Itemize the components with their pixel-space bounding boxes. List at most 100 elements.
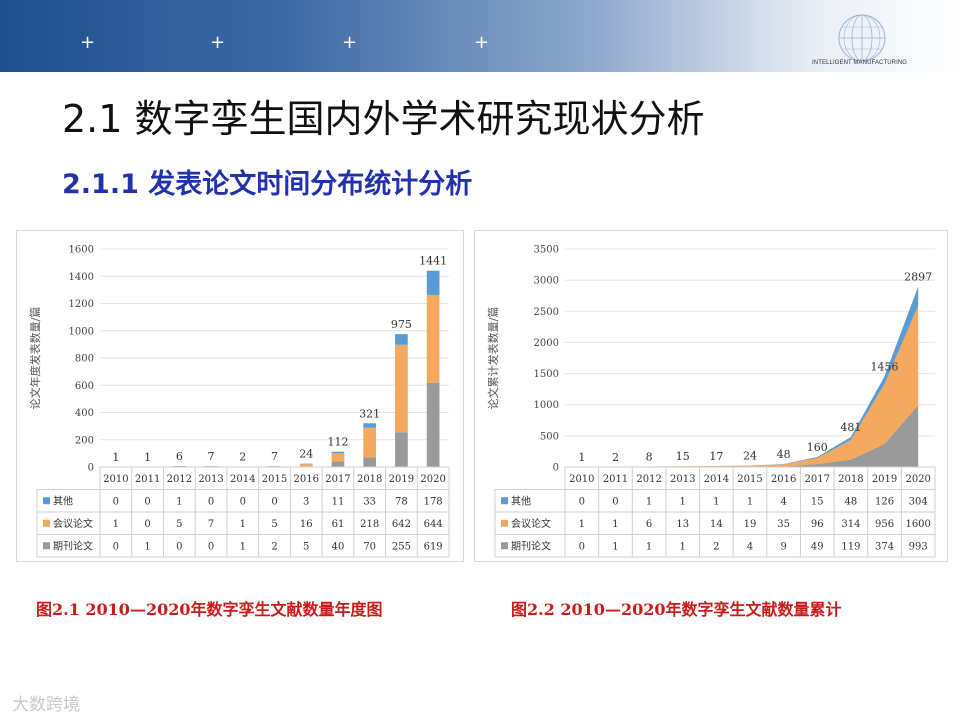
- legend-label: 期刊论文: [53, 539, 93, 552]
- bar-segment: [395, 334, 408, 345]
- y-tick-label: 1000: [534, 400, 559, 411]
- data-label-total: 160: [807, 441, 828, 454]
- bar-segment: [331, 451, 345, 454]
- table-cell-value: 7: [208, 519, 214, 530]
- x-tick-label: 2014: [704, 474, 729, 485]
- table-cell-value: 11: [332, 496, 345, 507]
- table-cell-value: 33: [363, 496, 376, 507]
- x-tick-label: 2011: [135, 474, 160, 485]
- bar-segment: [395, 344, 408, 433]
- table-cell-value: 1: [713, 496, 719, 507]
- table-cell-value: 40: [332, 541, 345, 552]
- table-cell-value: 956: [875, 519, 894, 530]
- table-cell-value: 48: [845, 496, 858, 507]
- legend-label: 其他: [511, 494, 531, 507]
- table-cell-value: 1: [646, 496, 652, 507]
- table-cell-value: 5: [271, 519, 277, 530]
- data-label-total: 1441: [419, 255, 447, 268]
- bar-segment: [363, 427, 377, 458]
- x-tick-label: 2012: [636, 474, 661, 485]
- plus-mark: +: [474, 32, 490, 53]
- data-label-total: 1: [578, 451, 585, 464]
- y-tick-label: 400: [75, 408, 94, 419]
- data-label-total: 15: [676, 450, 690, 463]
- plus-mark: +: [80, 32, 96, 53]
- x-tick-label: 2017: [325, 474, 350, 485]
- legend-swatch: [501, 542, 508, 550]
- page-title: 2.1 数字孪生国内外学术研究现状分析: [62, 97, 705, 141]
- x-tick-label: 2013: [198, 474, 223, 485]
- data-label-total: 7: [208, 450, 215, 463]
- data-label-total: 24: [743, 450, 757, 463]
- x-tick-label: 2017: [805, 474, 830, 485]
- table-cell-value: 1: [579, 519, 585, 530]
- x-tick-label: 2019: [872, 474, 897, 485]
- table-cell-value: 1: [144, 541, 150, 552]
- table-cell-value: 0: [208, 541, 214, 552]
- table-cell-value: 218: [360, 519, 379, 530]
- plus-mark: +: [342, 32, 358, 53]
- x-tick-label: 2016: [294, 474, 319, 485]
- table-cell-value: 4: [747, 541, 753, 552]
- bar-segment: [331, 461, 345, 467]
- table-cell-value: 0: [271, 496, 277, 507]
- table-cell-value: 13: [676, 519, 689, 530]
- table-cell-value: 0: [579, 541, 585, 552]
- legend-swatch: [501, 519, 508, 527]
- bar-segment: [395, 432, 408, 467]
- data-label-total: 2: [612, 451, 619, 464]
- bar-segment: [426, 270, 440, 295]
- table-cell-value: 1: [240, 519, 246, 530]
- table-cell-value: 0: [144, 496, 150, 507]
- table-cell-value: 619: [424, 541, 443, 552]
- table-cell-value: 644: [424, 519, 443, 530]
- table-cell-value: 0: [240, 496, 246, 507]
- legend-label: 期刊论文: [511, 539, 551, 552]
- bar-segment: [363, 457, 377, 467]
- data-label-total: 1: [112, 451, 119, 464]
- globe-logo-icon: [838, 14, 886, 62]
- data-label-total: 24: [299, 448, 313, 461]
- data-label-total: 1456: [871, 360, 899, 373]
- table-cell-value: 304: [909, 496, 928, 507]
- bar-segment: [172, 466, 186, 467]
- table-cell-value: 1: [612, 519, 618, 530]
- table-cell-value: 0: [144, 519, 150, 530]
- table-cell-value: 0: [113, 541, 119, 552]
- y-tick-label: 500: [540, 431, 559, 442]
- table-cell-value: 314: [841, 519, 860, 530]
- data-label-total: 17: [709, 450, 723, 463]
- table-cell-value: 1: [646, 541, 652, 552]
- x-tick-label: 2013: [670, 474, 695, 485]
- table-cell-value: 15: [811, 496, 824, 507]
- table-cell-value: 14: [710, 519, 723, 530]
- top-banner: [0, 0, 960, 72]
- table-cell-value: 4: [780, 496, 786, 507]
- plus-mark: +: [210, 32, 226, 53]
- x-tick-label: 2011: [603, 474, 628, 485]
- table-cell-value: 78: [395, 496, 408, 507]
- x-tick-label: 2020: [420, 474, 445, 485]
- chart-panel-cumulative: 0 500 1000 1500 2000 2500 3000 3500 论文累计发表数量/篇 1 2…: [474, 230, 948, 562]
- table-cell-value: 119: [841, 541, 860, 552]
- legend-swatch: [501, 497, 508, 505]
- data-label-total: 2: [239, 451, 246, 464]
- data-label-total: 8: [646, 451, 653, 464]
- x-tick-label: 2014: [230, 474, 255, 485]
- table-cell-value: 0: [612, 496, 618, 507]
- table-cell-value: 1: [176, 496, 182, 507]
- y-tick-label: 1500: [534, 369, 559, 380]
- table-cell-value: 1600: [905, 519, 930, 530]
- table-cell-value: 255: [392, 541, 411, 552]
- table-cell-value: 16: [300, 519, 313, 530]
- table-cell-value: 1: [612, 541, 618, 552]
- table-cell-value: 6: [646, 519, 652, 530]
- figure-caption-annual: 图2.1 2010—2020年数字孪生文献数量年度图: [36, 600, 383, 619]
- table-cell-value: 49: [811, 541, 824, 552]
- data-label-total: 6: [176, 450, 183, 463]
- x-tick-label: 2015: [262, 474, 287, 485]
- x-tick-label: 2010: [103, 474, 128, 485]
- table-cell-value: 5: [176, 519, 182, 530]
- table-cell-value: 1: [680, 496, 686, 507]
